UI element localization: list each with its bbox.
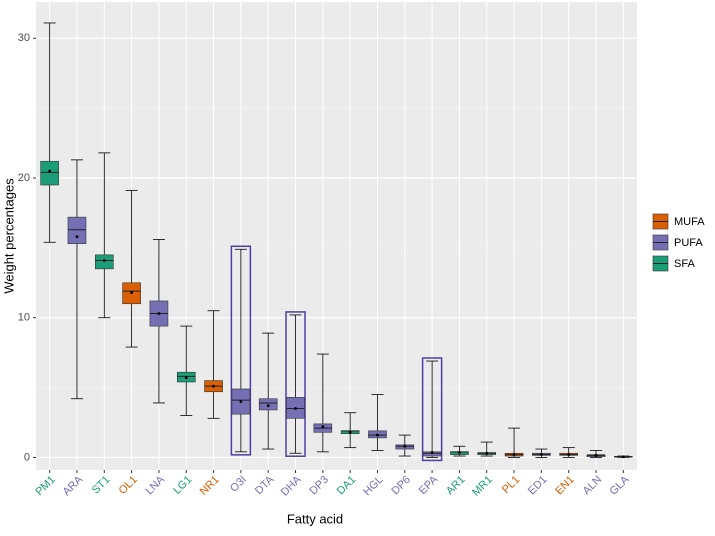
mean-point bbox=[157, 312, 161, 315]
y-tick-label: 0 bbox=[24, 451, 30, 463]
mean-point bbox=[102, 259, 106, 262]
legend-label: MUFA bbox=[674, 216, 705, 228]
highlight-frame bbox=[421, 357, 443, 462]
x-tick-label: ST1 bbox=[90, 474, 113, 497]
mean-point bbox=[48, 169, 52, 173]
x-tick-label: O3I bbox=[228, 474, 249, 495]
mean-point bbox=[567, 453, 571, 457]
x-tick-label: DHA bbox=[279, 473, 304, 498]
mean-point bbox=[294, 407, 297, 410]
mean-point bbox=[594, 453, 598, 457]
x-tick-label: PM1 bbox=[33, 474, 57, 498]
legend-label: SFA bbox=[674, 258, 695, 270]
mean-point bbox=[621, 455, 625, 459]
mean-point bbox=[212, 384, 215, 388]
mean-point bbox=[321, 425, 325, 429]
plot-panel bbox=[36, 2, 637, 470]
y-tick-label: 20 bbox=[18, 172, 30, 184]
x-tick-label: LG1 bbox=[171, 474, 194, 497]
legend-label: PUFA bbox=[674, 237, 703, 249]
x-tick-label: PL1 bbox=[500, 474, 522, 496]
mean-point bbox=[75, 235, 79, 239]
highlight-frame bbox=[285, 311, 306, 457]
y-tick-label: 10 bbox=[18, 312, 30, 324]
x-tick-label: DP3 bbox=[307, 474, 331, 498]
mean-point bbox=[403, 444, 407, 448]
y-axis-label: Weight percentages bbox=[1, 178, 16, 294]
x-tick-label: EN1 bbox=[553, 474, 577, 498]
mean-point bbox=[184, 376, 188, 380]
x-tick-label: NR1 bbox=[198, 474, 222, 498]
y-tick-label: 30 bbox=[18, 32, 30, 44]
mean-point bbox=[458, 451, 461, 454]
x-tick-label: LNA bbox=[143, 473, 167, 497]
mean-point bbox=[430, 451, 434, 454]
x-tick-label: AR1 bbox=[444, 474, 468, 498]
x-tick-label: DA1 bbox=[335, 474, 359, 498]
x-tick-label: HGL bbox=[361, 474, 385, 498]
x-tick-label: DP6 bbox=[389, 474, 413, 498]
mean-point bbox=[130, 291, 134, 294]
x-tick-label: ED1 bbox=[526, 474, 550, 498]
box bbox=[67, 216, 87, 244]
x-tick-label: ALN bbox=[581, 474, 605, 498]
x-tick-label: GLA bbox=[607, 473, 632, 498]
box bbox=[40, 160, 59, 186]
mean-point bbox=[539, 453, 543, 457]
mean-point bbox=[348, 430, 352, 434]
x-tick-label: OL1 bbox=[117, 474, 140, 497]
highlight-frame bbox=[230, 245, 252, 456]
mean-point bbox=[239, 400, 243, 403]
x-tick-label: EPA bbox=[417, 473, 441, 497]
mean-point bbox=[266, 404, 270, 408]
x-tick-label: DTA bbox=[253, 473, 277, 497]
mean-point bbox=[376, 433, 379, 437]
mean-point bbox=[485, 451, 489, 455]
x-tick-label: MR1 bbox=[470, 474, 495, 499]
mean-point bbox=[512, 453, 516, 457]
x-axis-label: Fatty acid bbox=[287, 511, 343, 526]
x-tick-label: ARA bbox=[61, 473, 86, 498]
